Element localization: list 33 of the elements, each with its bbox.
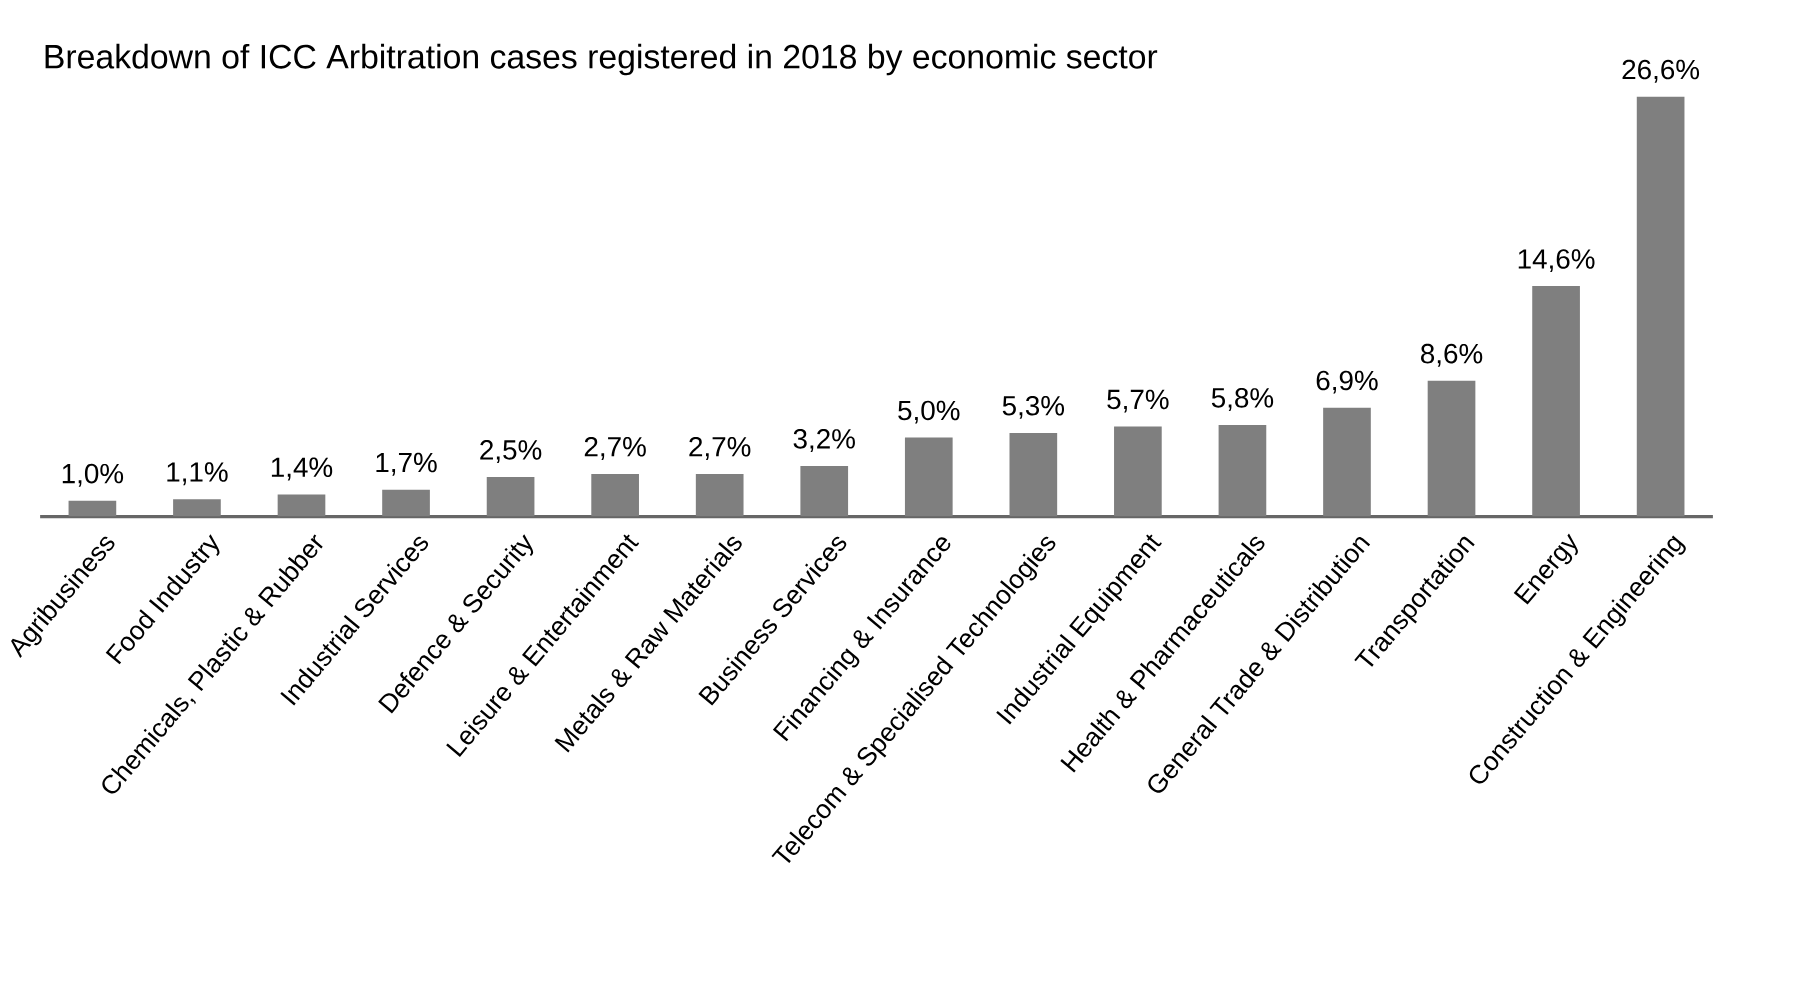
data-label: 1,0% — [62, 463, 124, 487]
data-label: 2,7% — [584, 436, 646, 460]
bar — [173, 499, 221, 517]
bar — [1323, 407, 1371, 517]
bar — [486, 476, 535, 517]
bar — [695, 473, 744, 517]
data-label: 6,9% — [1316, 370, 1378, 394]
data-label: 2,5% — [480, 439, 542, 463]
bar — [1218, 424, 1267, 517]
data-label: 5,3% — [1002, 395, 1065, 419]
bar — [1009, 432, 1058, 517]
bar — [68, 500, 117, 517]
data-label: 5,8% — [1211, 387, 1274, 411]
bar — [277, 494, 326, 517]
bar — [591, 473, 639, 517]
bar — [382, 489, 430, 517]
data-label: 2,7% — [689, 436, 751, 460]
bar — [904, 437, 953, 517]
bar — [1427, 380, 1476, 517]
data-label: 1,4% — [271, 457, 333, 481]
data-label: 26,6% — [1622, 59, 1700, 83]
data-label: 1,7% — [376, 452, 437, 476]
data-label: 14,6% — [1518, 248, 1595, 272]
chart-title: Breakdown of ICC Arbitration cases registered in 2018 by economic sector — [45, 43, 1158, 76]
data-label: 1,1% — [167, 462, 228, 485]
data-label: 5,0% — [898, 400, 960, 424]
bar — [1636, 96, 1685, 517]
bar — [1532, 285, 1580, 517]
data-label: 5,7% — [1107, 389, 1169, 413]
data-label: 8,6% — [1421, 343, 1483, 367]
data-label: 3,2% — [793, 428, 855, 452]
bar — [800, 465, 849, 517]
bar — [1114, 426, 1162, 517]
